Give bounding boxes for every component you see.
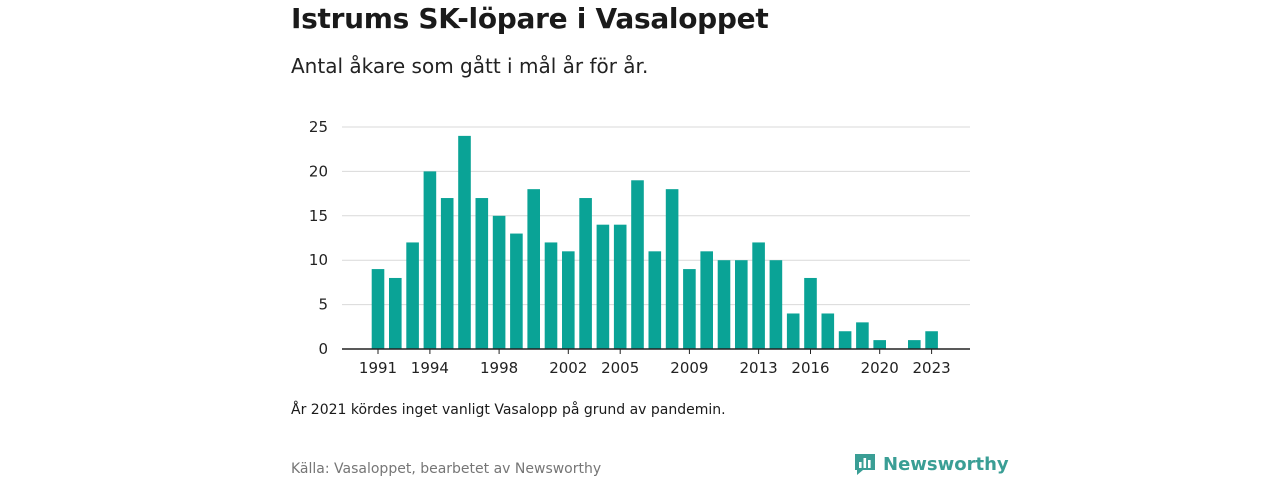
y-tick-label: 15: [309, 207, 328, 225]
bar: [389, 277, 402, 349]
x-tick-label: 1991: [359, 359, 397, 377]
source-text: Källa: Vasaloppet, bearbetet av Newswort…: [291, 461, 602, 477]
bar: [406, 242, 419, 349]
y-tick-label: 10: [309, 251, 328, 269]
bar: [492, 215, 506, 349]
bar: [821, 313, 835, 349]
x-tick-label: 2013: [740, 359, 778, 377]
y-tick-label: 20: [309, 162, 328, 180]
bar: [510, 233, 523, 349]
bar: [475, 198, 489, 349]
bar: [371, 269, 385, 349]
bar: [735, 260, 748, 349]
bar: [804, 277, 817, 349]
chart-note: År 2021 kördes inget vanligt Vasalopp på…: [291, 402, 726, 418]
x-tick-label: 2002: [549, 359, 587, 377]
bar: [838, 331, 852, 349]
bar: [856, 322, 869, 349]
brand-name: Newsworthy: [883, 453, 1009, 475]
x-tick-label: 1998: [480, 359, 518, 377]
bar: [423, 171, 437, 349]
bar: [648, 251, 662, 349]
bar: [544, 242, 558, 349]
bar: [908, 340, 921, 349]
y-tick-label: 5: [318, 296, 328, 314]
x-tick-label: 2016: [791, 359, 829, 377]
bar: [752, 242, 765, 349]
bar: [562, 251, 575, 349]
x-tick-label: 2023: [913, 359, 951, 377]
bar: [596, 224, 610, 349]
bar: [579, 198, 592, 349]
newsworthy-logo-icon: [855, 454, 875, 475]
brand-logo[interactable]: Newsworthy: [853, 452, 1009, 476]
chart-subtitle: Antal åkare som gått i mål år för år.: [291, 54, 649, 78]
x-tick-label: 1994: [411, 359, 449, 377]
y-tick-label: 25: [309, 118, 328, 136]
bar: [717, 260, 731, 349]
bar: [925, 331, 938, 349]
bar: [440, 198, 454, 349]
x-tick-label: 2020: [861, 359, 899, 377]
y-tick-label: 0: [318, 340, 328, 358]
bar: [769, 260, 783, 349]
x-tick-label: 2005: [601, 359, 639, 377]
bar: [631, 180, 644, 349]
bar: [683, 269, 696, 349]
bar: [700, 251, 713, 349]
bar: [458, 135, 471, 349]
chart-title: Istrums SK-löpare i Vasaloppet: [291, 2, 769, 35]
bar: [665, 189, 679, 349]
bar: [527, 189, 540, 349]
bar: [613, 224, 627, 349]
bar: [873, 340, 886, 349]
bar: [786, 313, 800, 349]
x-tick-label: 2009: [670, 359, 708, 377]
